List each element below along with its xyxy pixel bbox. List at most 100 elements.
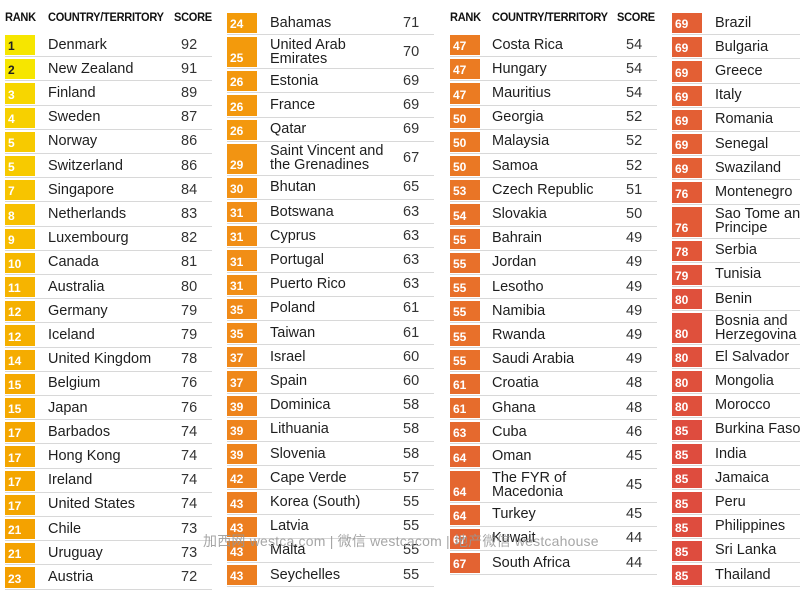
score-value: 63: [403, 276, 420, 293]
score-value: 48: [626, 375, 643, 392]
country-name: Sao Tome and Principe: [715, 206, 800, 237]
score-value: 63: [403, 251, 420, 268]
table-row: 69 Brazil: [672, 11, 800, 36]
rank-badge: 21: [5, 519, 35, 540]
country-name: Slovenia: [270, 445, 326, 462]
rank-badge: 39: [227, 444, 257, 465]
country-name: Jamaica: [715, 469, 769, 486]
table-row: 29 Saint Vincent and the Grenadines 67: [227, 142, 434, 176]
table-row: 21 Uruguay 73: [5, 541, 212, 566]
table-row: 80 Benin: [672, 287, 800, 312]
rank-badge: 10: [5, 252, 35, 273]
rank-badge: 43: [227, 492, 257, 513]
rank-badge: 79: [672, 264, 702, 285]
table-row: 7 Singapore 84: [5, 178, 212, 203]
rank-badge: 35: [227, 298, 257, 319]
score-value: 46: [626, 423, 643, 440]
country-name: The FYR of Macedonia: [492, 470, 567, 501]
country-name: Cape Verde: [270, 469, 347, 486]
country-name: Norway: [48, 133, 98, 150]
country-name: Montenegro: [715, 183, 793, 200]
header-rank: RANK: [5, 10, 36, 24]
score-value: 58: [403, 445, 420, 462]
rank-badge: 15: [5, 398, 35, 419]
table-row: 80 Morocco: [672, 394, 800, 418]
rank-badge: 14: [5, 349, 35, 370]
table-row: 55 Lesotho 49: [450, 275, 657, 300]
score-value: 50: [626, 205, 643, 222]
country-name: Singapore: [48, 181, 115, 198]
score-value: 74: [181, 496, 198, 513]
table-row: 8 Netherlands 83: [5, 202, 212, 227]
country-name: Croatia: [492, 375, 539, 392]
score-value: 78: [181, 351, 198, 368]
rank-badge: 69: [672, 134, 702, 155]
score-value: 60: [403, 372, 420, 389]
rank-badge: 76: [672, 206, 702, 237]
table-row: 5 Norway 86: [5, 130, 212, 154]
country-name: Costa Rica: [492, 36, 563, 53]
rank-badge: 26: [227, 95, 257, 116]
rank-badge: 85: [672, 468, 702, 489]
rank-badge: 85: [672, 516, 702, 537]
table-row: 17 Barbados 74: [5, 420, 212, 445]
table-row: 35 Poland 61: [227, 297, 434, 321]
table-row: 25 United Arab Emirates 70: [227, 35, 434, 70]
score-value: 63: [403, 227, 420, 244]
table-row: 55 Bahrain 49: [450, 227, 657, 251]
score-value: 76: [181, 375, 198, 392]
country-name: India: [715, 445, 747, 462]
rank-badge: 64: [450, 446, 480, 467]
rank-badge: 26: [227, 119, 257, 140]
score-value: 84: [181, 181, 198, 198]
table-row: 64 Oman 45: [450, 444, 657, 469]
table-row: 76 Montenegro: [672, 180, 800, 205]
table-row: 69 Bulgaria: [672, 35, 800, 60]
country-name: Poland: [270, 300, 316, 317]
country-name: Belgium: [48, 375, 101, 392]
country-name: Chile: [48, 520, 82, 537]
rank-badge: 42: [227, 468, 257, 489]
rank-badge: 31: [227, 274, 257, 295]
table-row: 47 Costa Rica 54: [450, 33, 657, 58]
rank-badge: 85: [672, 419, 702, 440]
score-value: 61: [403, 324, 420, 341]
table-row: 3 Finland 89: [5, 81, 212, 106]
table-row: 39 Slovenia 58: [227, 442, 434, 467]
table-row: 39 Lithuania 58: [227, 418, 434, 442]
score-value: 83: [181, 205, 198, 222]
table-row: 76 Sao Tome and Principe: [672, 205, 800, 239]
header-score: SCORE: [174, 10, 212, 24]
table-row: 30 Bhutan 65: [227, 176, 434, 200]
score-value: 89: [181, 84, 198, 101]
table-row: 85 Burkina Faso: [672, 418, 800, 442]
watermark-text: 加西网 westca.com | 微信 westcacom | 地产微信 wes…: [203, 533, 599, 549]
rank-badge: 39: [227, 395, 257, 416]
country-name: Seychelles: [270, 566, 341, 583]
table-row: 26 Estonia 69: [227, 69, 434, 94]
rank-badge: 25: [227, 37, 257, 68]
table-row: 15 Japan 76: [5, 396, 212, 421]
rank-badge: 31: [227, 226, 257, 247]
country-name: Saint Vincent and the Grenadines: [270, 143, 384, 174]
country-name: Iceland: [48, 326, 95, 343]
table-row: 31 Puerto Rico 63: [227, 273, 434, 297]
score-value: 79: [181, 326, 198, 343]
country-name: Hungary: [492, 60, 547, 77]
table-row: 43 Malta 55: [227, 539, 434, 563]
table-row: 53 Czech Republic 51: [450, 178, 657, 203]
score-value: 71: [403, 14, 420, 31]
score-value: 73: [181, 544, 198, 561]
score-value: 91: [181, 60, 198, 77]
table-row: 85 Peru: [672, 490, 800, 515]
table-row: 47 Mauritius 54: [450, 81, 657, 106]
score-value: 45: [626, 477, 643, 494]
table-row: 69 Swaziland: [672, 156, 800, 181]
header-country: COUNTRY/TERRITORY: [48, 10, 164, 24]
score-value: 49: [626, 254, 643, 271]
rank-badge: 50: [450, 131, 480, 152]
table-row: 21 Chile 73: [5, 517, 212, 542]
table-row: 37 Israel 60: [227, 345, 434, 370]
rank-badge: 17: [5, 470, 35, 491]
country-name: Mauritius: [492, 84, 551, 101]
